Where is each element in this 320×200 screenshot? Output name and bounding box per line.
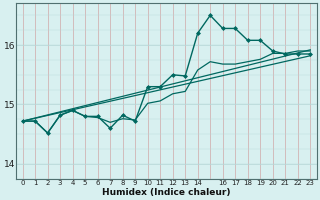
X-axis label: Humidex (Indice chaleur): Humidex (Indice chaleur) (102, 188, 231, 197)
